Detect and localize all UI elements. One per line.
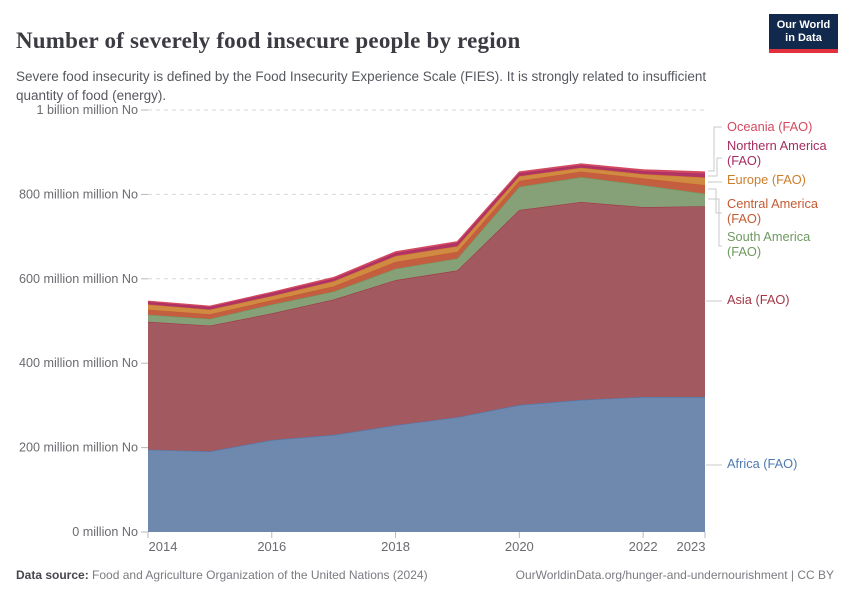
legend-connector-lines [706,126,722,466]
data-source-label: Data source: [16,568,89,582]
owid-logo-line2: in Data [785,32,822,44]
legend-item-africa[interactable]: Africa (FAO) [727,456,798,471]
owid-logo[interactable]: Our World in Data [769,14,838,53]
y-axis-tick-label: 400 million million No [19,356,138,370]
x-axis-tick-label: 2022 [629,539,658,554]
x-axis-tick-label: 2018 [381,539,410,554]
legend-item-central-america[interactable]: Central America (FAO) [727,196,819,226]
connector-central-america [708,188,722,214]
area-south-america [148,177,705,326]
connector-northern-america [708,157,722,177]
y-axis-tick-label: 800 million million No [19,187,138,201]
data-source-note: Data source: Food and Agriculture Organi… [16,568,428,582]
page-title: Number of severely food insecure people … [16,28,521,54]
legend-item-northern-america[interactable]: Northern America (FAO) [727,138,827,168]
x-axis-tick-label: 2023 [677,539,706,554]
axis-labels: 0 million No 200 million million No 400 mi… [19,103,705,554]
connector-oceania [708,126,722,172]
owid-link[interactable]: OurWorldinData.org/hunger-and-undernouri… [515,568,834,582]
area-series [147,163,706,532]
chart-subtitle: Severe food insecurity is defined by the… [16,68,707,103]
legend-item-europe[interactable]: Europe (FAO) [727,172,806,187]
x-axis-tick-label: 2020 [505,539,534,554]
area-topline-oceania [147,163,706,307]
data-source-text: Food and Agriculture Organization of the… [88,568,428,582]
area-africa [148,397,705,532]
connector-south-america [708,198,722,247]
axes [141,109,706,538]
owid-logo-line1: Our World [776,19,831,31]
x-axis-tick-label: 2016 [257,539,286,554]
y-axis-tick-label: 1 billion million No [37,103,139,117]
y-axis-tick-label: 200 million million No [19,441,138,455]
x-axis-tick-label: 2014 [149,539,178,554]
legend-item-oceania[interactable]: Oceania (FAO) [727,119,813,134]
legend-item-asia[interactable]: Asia (FAO) [727,292,790,307]
y-axis-tick-label: 0 million No [72,525,138,539]
legend-item-south-america[interactable]: South America (FAO) [727,229,811,259]
area-asia [148,202,705,452]
y-axis-tick-label: 600 million million No [19,272,138,286]
